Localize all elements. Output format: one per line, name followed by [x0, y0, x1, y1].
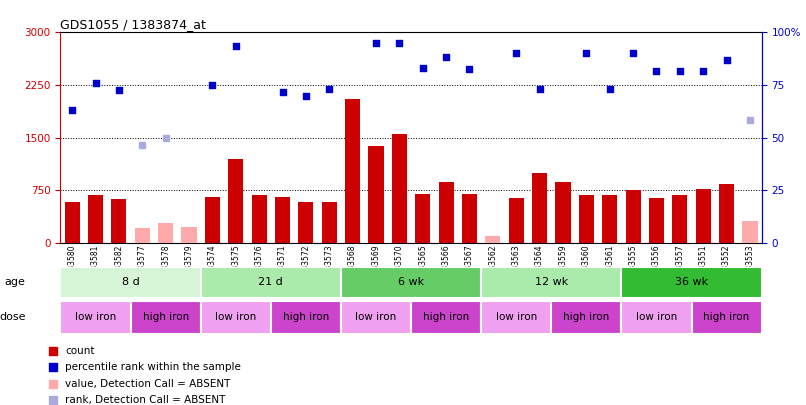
- Point: [369, 40, 382, 46]
- Bar: [201, 301, 271, 334]
- Bar: [64, 202, 80, 243]
- Bar: [181, 227, 197, 243]
- Text: high iron: high iron: [423, 312, 469, 322]
- Point: [696, 68, 709, 74]
- Text: dose: dose: [0, 312, 26, 322]
- Bar: [509, 198, 524, 243]
- Bar: [322, 202, 337, 243]
- Point: [135, 141, 148, 148]
- Text: low iron: low iron: [636, 312, 677, 322]
- Bar: [621, 267, 762, 298]
- Point: [626, 50, 639, 57]
- Bar: [649, 198, 664, 243]
- Point: [650, 68, 663, 74]
- Text: 12 wk: 12 wk: [534, 277, 568, 288]
- Bar: [719, 184, 734, 243]
- Bar: [341, 267, 481, 298]
- Bar: [275, 197, 290, 243]
- Bar: [532, 173, 547, 243]
- Bar: [158, 223, 173, 243]
- Text: low iron: low iron: [355, 312, 397, 322]
- Text: age: age: [5, 277, 26, 288]
- Text: percentile rank within the sample: percentile rank within the sample: [65, 362, 241, 373]
- Point: [276, 89, 289, 95]
- Point: [47, 397, 60, 404]
- Text: low iron: low iron: [75, 312, 116, 322]
- Bar: [438, 182, 454, 243]
- Point: [47, 381, 60, 387]
- Bar: [135, 228, 150, 243]
- Point: [322, 85, 335, 92]
- Bar: [88, 195, 103, 243]
- Bar: [392, 134, 407, 243]
- Point: [89, 80, 102, 86]
- Bar: [345, 99, 360, 243]
- Bar: [621, 301, 692, 334]
- Bar: [672, 195, 688, 243]
- Bar: [462, 194, 477, 243]
- Point: [159, 134, 172, 141]
- Bar: [411, 301, 481, 334]
- Bar: [368, 146, 384, 243]
- Bar: [228, 159, 243, 243]
- Text: low iron: low iron: [215, 312, 256, 322]
- Point: [299, 92, 312, 99]
- Text: 36 wk: 36 wk: [675, 277, 708, 288]
- Point: [206, 82, 218, 88]
- Point: [47, 348, 60, 354]
- Text: 21 d: 21 d: [259, 277, 283, 288]
- Point: [439, 54, 452, 60]
- Text: GDS1055 / 1383874_at: GDS1055 / 1383874_at: [60, 18, 206, 31]
- Point: [416, 64, 429, 71]
- Text: high iron: high iron: [563, 312, 609, 322]
- Text: count: count: [65, 346, 95, 356]
- Point: [47, 364, 60, 371]
- Bar: [551, 301, 621, 334]
- Point: [393, 40, 405, 46]
- Bar: [481, 267, 621, 298]
- Bar: [555, 182, 571, 243]
- Point: [112, 87, 125, 93]
- Text: low iron: low iron: [496, 312, 537, 322]
- Point: [65, 107, 78, 113]
- Bar: [696, 189, 711, 243]
- Text: 8 d: 8 d: [122, 277, 139, 288]
- Text: high iron: high iron: [143, 312, 189, 322]
- Point: [603, 85, 616, 92]
- Bar: [251, 195, 267, 243]
- Bar: [271, 301, 341, 334]
- Point: [720, 57, 733, 64]
- Point: [673, 68, 686, 74]
- Point: [509, 50, 522, 57]
- Bar: [60, 301, 131, 334]
- Bar: [579, 195, 594, 243]
- Text: value, Detection Call = ABSENT: value, Detection Call = ABSENT: [65, 379, 231, 389]
- Bar: [625, 190, 641, 243]
- Bar: [205, 197, 220, 243]
- Text: high iron: high iron: [283, 312, 329, 322]
- Point: [463, 66, 476, 72]
- Point: [743, 117, 756, 124]
- Bar: [692, 301, 762, 334]
- Bar: [131, 301, 201, 334]
- Bar: [201, 267, 341, 298]
- Bar: [341, 301, 411, 334]
- Bar: [415, 194, 430, 243]
- Text: high iron: high iron: [704, 312, 750, 322]
- Bar: [298, 202, 314, 243]
- Bar: [481, 301, 551, 334]
- Bar: [602, 195, 617, 243]
- Bar: [111, 200, 127, 243]
- Bar: [60, 267, 201, 298]
- Bar: [742, 221, 758, 243]
- Text: 6 wk: 6 wk: [398, 277, 424, 288]
- Text: rank, Detection Call = ABSENT: rank, Detection Call = ABSENT: [65, 395, 226, 405]
- Bar: [485, 236, 501, 243]
- Point: [580, 50, 592, 57]
- Point: [533, 85, 546, 92]
- Point: [229, 43, 242, 50]
